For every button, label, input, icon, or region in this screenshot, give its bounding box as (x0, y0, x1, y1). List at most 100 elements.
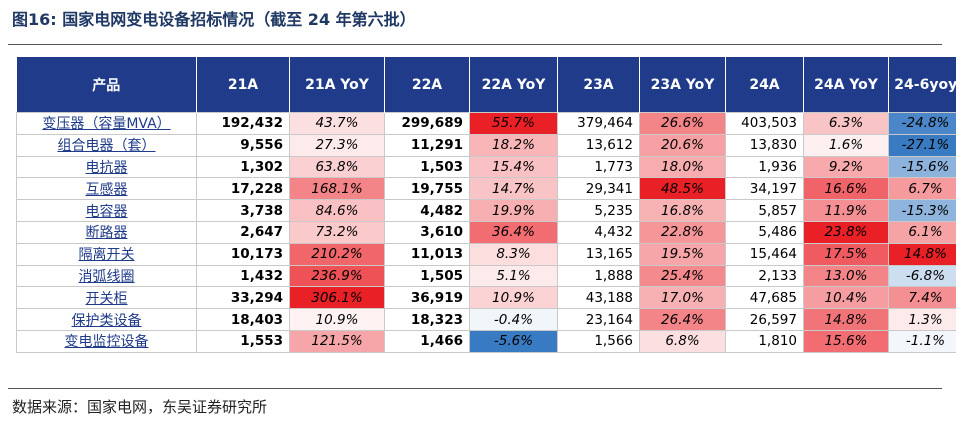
value-23a: 5,235 (557, 199, 640, 222)
yoy-24-6: 14.8% (888, 242, 956, 266)
product-name[interactable]: 电抗器 (16, 155, 197, 179)
yoy-23a: 25.4% (639, 264, 726, 288)
yoy-23a: 18.0% (639, 155, 726, 179)
value-22a: 1,505 (384, 264, 470, 288)
value-23a: 1,888 (557, 264, 640, 288)
product-name[interactable]: 隔离开关 (16, 242, 197, 266)
yoy-21a: 10.9% (289, 308, 385, 331)
value-22a: 3,610 (384, 220, 470, 244)
value-22a: 299,689 (384, 112, 470, 135)
value-21a: 10,173 (196, 242, 290, 266)
value-23a: 13,165 (557, 242, 640, 266)
yoy-23a: 48.5% (639, 177, 726, 201)
yoy-24a: 23.8% (803, 220, 889, 244)
table-row: 断路器 2,647 73.2% 3,610 36.4% 4,432 22.8% 5,486 23… (16, 220, 956, 244)
yoy-23a: 22.8% (639, 220, 726, 244)
value-21a: 1,432 (196, 264, 290, 288)
product-name[interactable]: 保护类设备 (16, 308, 197, 331)
yoy-24a: 15.6% (803, 329, 889, 353)
yoy-24a: 17.5% (803, 242, 889, 266)
value-23a: 13,612 (557, 133, 640, 157)
yoy-22a: 5.1% (469, 264, 558, 288)
product-name[interactable]: 断路器 (16, 220, 197, 244)
yoy-21a: 73.2% (289, 220, 385, 244)
value-21a: 9,556 (196, 133, 290, 157)
yoy-24a: 9.2% (803, 155, 889, 179)
value-23a: 1,773 (557, 155, 640, 179)
col-header-21a-yoy: 21A YoY (289, 57, 385, 113)
yoy-24-6: -15.6% (888, 155, 956, 179)
yoy-22a: 8.3% (469, 242, 558, 266)
value-22a: 4,482 (384, 199, 470, 222)
value-24a: 5,857 (725, 199, 804, 222)
value-21a: 17,228 (196, 177, 290, 201)
yoy-23a: 20.6% (639, 133, 726, 157)
yoy-22a: 10.9% (469, 286, 558, 310)
product-name[interactable]: 互感器 (16, 177, 197, 201)
value-23a: 23,164 (557, 308, 640, 331)
yoy-24a: 14.8% (803, 308, 889, 331)
product-name[interactable]: 组合电器（套） (16, 133, 197, 157)
yoy-24-6: 1.3% (888, 308, 956, 331)
table-row: 电容器 3,738 84.6% 4,482 19.9% 5,235 16.8% 5,857 11… (16, 199, 956, 222)
header-row: 产品 21A 21A YoY 22A 22A YoY 23A 23A YoY 2… (16, 57, 956, 113)
value-24a: 34,197 (725, 177, 804, 201)
yoy-24a: 10.4% (803, 286, 889, 310)
value-22a: 18,323 (384, 308, 470, 331)
yoy-22a: 15.4% (469, 155, 558, 179)
table-row: 隔离开关 10,173 210.2% 11,013 8.3% 13,165 19.5% 15,… (16, 242, 956, 266)
col-header-24a-yoy: 24A YoY (803, 57, 889, 113)
yoy-23a: 26.4% (639, 308, 726, 331)
yoy-24a: 1.6% (803, 133, 889, 157)
yoy-21a: 306.1% (289, 286, 385, 310)
yoy-21a: 121.5% (289, 329, 385, 353)
source-note: 数据来源：国家电网，东吴证券研究所 (12, 398, 268, 416)
value-22a: 1,466 (384, 329, 470, 353)
table-row: 电抗器 1,302 63.8% 1,503 15.4% 1,773 18.0% 1,936 9.… (16, 155, 956, 179)
value-22a: 19,755 (384, 177, 470, 201)
yoy-22a: -0.4% (469, 308, 558, 331)
yoy-24-6: 7.4% (888, 286, 956, 310)
yoy-21a: 27.3% (289, 133, 385, 157)
value-21a: 18,403 (196, 308, 290, 331)
product-name[interactable]: 变压器（容量MVA） (16, 112, 197, 135)
table-row: 变压器（容量MVA） 192,432 43.7% 299,689 55.7% 379,46… (16, 112, 956, 135)
yoy-23a: 26.6% (639, 112, 726, 135)
product-name[interactable]: 消弧线圈 (16, 264, 197, 288)
yoy-22a: 55.7% (469, 112, 558, 135)
value-24a: 47,685 (725, 286, 804, 310)
col-header-22a: 22A (384, 57, 470, 113)
yoy-24-6: 6.1% (888, 220, 956, 244)
value-23a: 1,566 (557, 329, 640, 353)
yoy-24-6: -1.1% (888, 329, 956, 353)
value-24a: 1,936 (725, 155, 804, 179)
value-21a: 1,302 (196, 155, 290, 179)
tender-table: 产品 21A 21A YoY 22A 22A YoY 23A 23A YoY 2… (16, 57, 956, 353)
yoy-24a: 11.9% (803, 199, 889, 222)
product-name[interactable]: 电容器 (16, 199, 197, 222)
yoy-24-6: -6.8% (888, 264, 956, 288)
yoy-24a: 13.0% (803, 264, 889, 288)
value-21a: 3,738 (196, 199, 290, 222)
col-header-23a: 23A (557, 57, 640, 113)
table-row: 消弧线圈 1,432 236.9% 1,505 5.1% 1,888 25.4% 2,133 1… (16, 264, 956, 288)
table-row: 互感器 17,228 168.1% 19,755 14.7% 29,341 48.5% 34,… (16, 177, 956, 201)
value-21a: 2,647 (196, 220, 290, 244)
product-name[interactable]: 开关柜 (16, 286, 197, 310)
value-23a: 29,341 (557, 177, 640, 201)
table-row: 保护类设备 18,403 10.9% 18,323 -0.4% 23,164 26.4% 26… (16, 308, 956, 331)
yoy-21a: 84.6% (289, 199, 385, 222)
product-name[interactable]: 变电监控设备 (16, 329, 197, 353)
yoy-22a: 18.2% (469, 133, 558, 157)
value-23a: 43,188 (557, 286, 640, 310)
value-24a: 5,486 (725, 220, 804, 244)
yoy-22a: 36.4% (469, 220, 558, 244)
value-22a: 11,291 (384, 133, 470, 157)
col-header-22a-yoy: 22A YoY (469, 57, 558, 113)
value-23a: 379,464 (557, 112, 640, 135)
table-row: 开关柜 33,294 306.1% 36,919 10.9% 43,188 17.0% 47,… (16, 286, 956, 310)
table-row: 变电监控设备 1,553 121.5% 1,466 -5.6% 1,566 6.8% 1,81… (16, 329, 956, 353)
value-21a: 1,553 (196, 329, 290, 353)
bottom-divider (8, 388, 942, 389)
yoy-21a: 63.8% (289, 155, 385, 179)
